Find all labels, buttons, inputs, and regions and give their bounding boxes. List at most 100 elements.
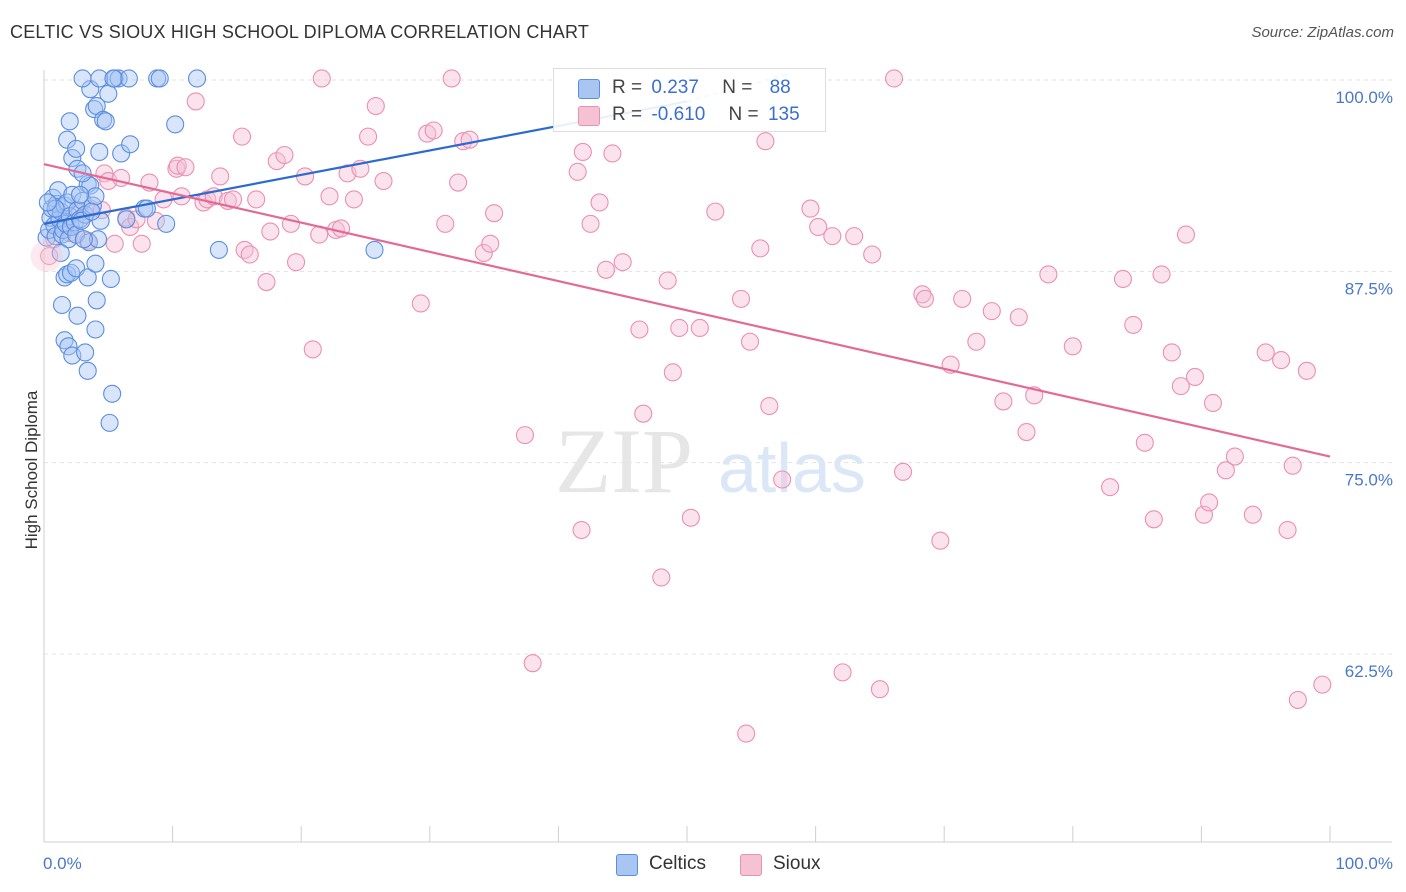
sioux-point: [773, 470, 792, 489]
sioux-point: [751, 239, 770, 258]
sioux-point: [1288, 690, 1307, 709]
sioux-point: [247, 190, 266, 209]
sioux-trend-line: [43, 163, 1331, 458]
celtics-point: [52, 295, 72, 315]
sioux-point: [603, 144, 622, 163]
sioux-point: [756, 132, 775, 151]
celtics-point: [209, 240, 228, 259]
sioux-point: [1203, 393, 1223, 413]
sioux-point: [1063, 337, 1082, 356]
sioux-point: [630, 320, 649, 339]
sioux-point: [1124, 315, 1143, 334]
sioux-point: [40, 246, 59, 266]
sioux-point: [1216, 461, 1235, 480]
sioux-point: [1009, 308, 1028, 327]
sioux-point: [303, 340, 322, 359]
celtics-point: [38, 193, 57, 212]
sioux-point: [515, 426, 535, 445]
celtics-point: [101, 269, 120, 289]
sioux-point: [1297, 361, 1316, 380]
sioux-point: [1144, 510, 1163, 529]
sioux-point: [374, 171, 393, 191]
celtics-point: [86, 254, 105, 273]
celtics-r-value: 0.237: [651, 77, 699, 98]
sioux-point: [523, 654, 542, 673]
sioux-point: [658, 271, 677, 290]
sioux-point: [863, 245, 882, 264]
sioux-r-label: R =: [612, 104, 643, 125]
sioux-point: [596, 260, 616, 279]
sioux-legend-label: Sioux: [773, 853, 821, 874]
sioux-point: [915, 289, 934, 308]
sioux-point: [320, 187, 339, 206]
sioux-point: [1113, 269, 1133, 289]
sioux-point: [211, 167, 230, 186]
sioux-point: [1283, 456, 1302, 475]
celtics-point: [166, 115, 185, 134]
sioux-point: [1171, 377, 1190, 396]
sioux-point: [568, 162, 587, 181]
sioux-point: [740, 332, 760, 351]
celtics-point: [100, 413, 119, 432]
sioux-point: [1101, 478, 1120, 497]
sioux-point: [884, 69, 904, 88]
sioux-point: [485, 204, 504, 223]
celtics-point: [99, 84, 118, 103]
sioux-point: [1272, 351, 1291, 370]
celtics-point: [187, 69, 207, 88]
sioux-point: [359, 127, 378, 146]
y-tick-label: 100.0%: [1335, 88, 1393, 107]
sioux-point: [105, 234, 124, 253]
chart-title: CELTIC VS SIOUX HIGH SCHOOL DIPLOMA CORR…: [10, 22, 590, 42]
watermark: ZIP atlas: [555, 410, 866, 512]
celtics-point: [74, 230, 93, 249]
celtics-legend-swatch: [616, 854, 638, 876]
celtics-point: [103, 384, 122, 403]
sioux-point: [663, 363, 682, 382]
sioux-point: [573, 142, 592, 161]
sioux-point: [176, 158, 195, 177]
sioux-point: [953, 289, 972, 308]
sioux-point: [257, 272, 276, 292]
sioux-point: [132, 234, 151, 253]
sioux-point: [240, 245, 259, 264]
sioux-point: [481, 234, 500, 253]
y-tick-label: 62.5%: [1345, 662, 1393, 681]
sioux-point: [823, 227, 842, 246]
sioux-point: [994, 392, 1013, 411]
sioux-n-value: 135: [767, 104, 800, 125]
sioux-swatch: [578, 106, 600, 126]
sioux-point: [801, 199, 820, 218]
sioux-point: [275, 145, 294, 165]
x-tick-label-min: 0.0%: [43, 854, 82, 873]
sioux-point: [845, 227, 864, 246]
celtics-point: [88, 230, 108, 249]
celtics-point: [96, 112, 115, 131]
celtics-point: [73, 69, 92, 88]
celtics-point: [117, 210, 136, 229]
sioux-point: [411, 294, 430, 313]
sioux-point: [893, 462, 913, 481]
sioux-point: [613, 253, 632, 272]
sioux-point: [572, 520, 591, 540]
celtics-point: [104, 69, 123, 88]
sioux-point: [681, 508, 700, 527]
sioux-point: [1313, 675, 1332, 694]
sioux-point: [870, 680, 889, 699]
celtics-point: [87, 291, 106, 310]
celtics-point: [150, 69, 169, 88]
sioux-point: [344, 190, 363, 209]
y-tick-label: 87.5%: [1345, 279, 1393, 298]
sioux-point: [1162, 343, 1181, 362]
y-tick-label: 75.0%: [1345, 471, 1393, 490]
celtics-point: [78, 361, 97, 380]
sioux-point: [1017, 423, 1036, 442]
celtics-point: [82, 202, 101, 221]
sioux-point: [1039, 265, 1058, 284]
sioux-point: [982, 302, 1001, 321]
sioux-point: [670, 318, 689, 338]
sioux-point: [737, 724, 756, 743]
sioux-point: [634, 404, 653, 423]
celtics-point: [76, 343, 95, 362]
grid-layer: [44, 79, 1392, 655]
